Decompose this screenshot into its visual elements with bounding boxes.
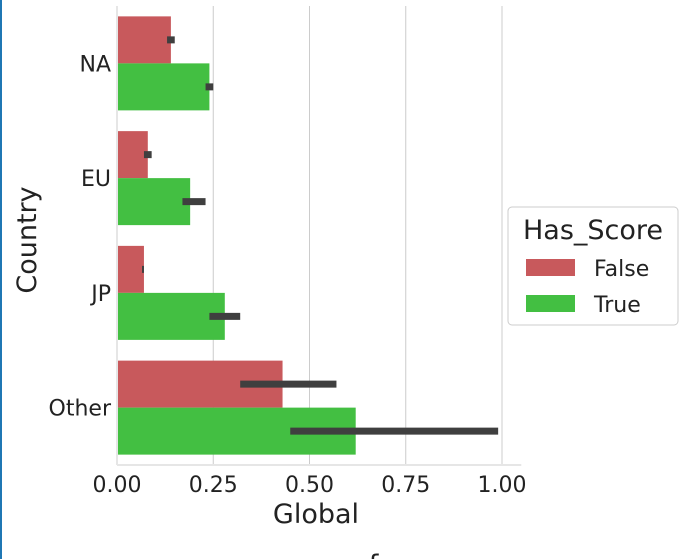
legend-swatch-true xyxy=(526,295,575,312)
bar-jp-false xyxy=(117,245,144,293)
x-axis-label: Global xyxy=(273,499,359,530)
bar-na-true xyxy=(117,63,210,111)
legend: Has_Score False True xyxy=(507,206,679,326)
window-edge xyxy=(0,0,2,559)
y-tick-label-eu: EU xyxy=(81,167,111,192)
axes: 0.00 0.25 0.50 0.75 1.00 NA EU JP Other xyxy=(49,6,527,498)
legend-label-true: True xyxy=(593,293,641,318)
legend-label-false: False xyxy=(594,257,649,282)
bars xyxy=(117,16,356,455)
clipped-bottom-text: ...f xyxy=(343,550,380,559)
error-bars xyxy=(142,36,499,435)
y-tick-label-other: Other xyxy=(49,397,112,422)
bar-jp-true xyxy=(117,292,225,340)
legend-title: Has_Score xyxy=(523,215,663,246)
bar-eu-false xyxy=(117,131,148,179)
x-tick-label-4: 1.00 xyxy=(478,473,527,498)
legend-swatch-false xyxy=(526,259,575,276)
bar-na-false xyxy=(117,16,171,64)
y-tick-label-na: NA xyxy=(79,52,111,77)
y-tick-label-jp: JP xyxy=(89,282,111,307)
x-tick-label-3: 0.75 xyxy=(381,473,430,498)
bar-eu-true xyxy=(117,178,191,226)
x-tick-label-0: 0.00 xyxy=(93,473,142,498)
x-tick-label-2: 0.50 xyxy=(285,473,334,498)
x-tick-label-1: 0.25 xyxy=(189,473,238,498)
y-axis-label: Country xyxy=(12,186,43,293)
